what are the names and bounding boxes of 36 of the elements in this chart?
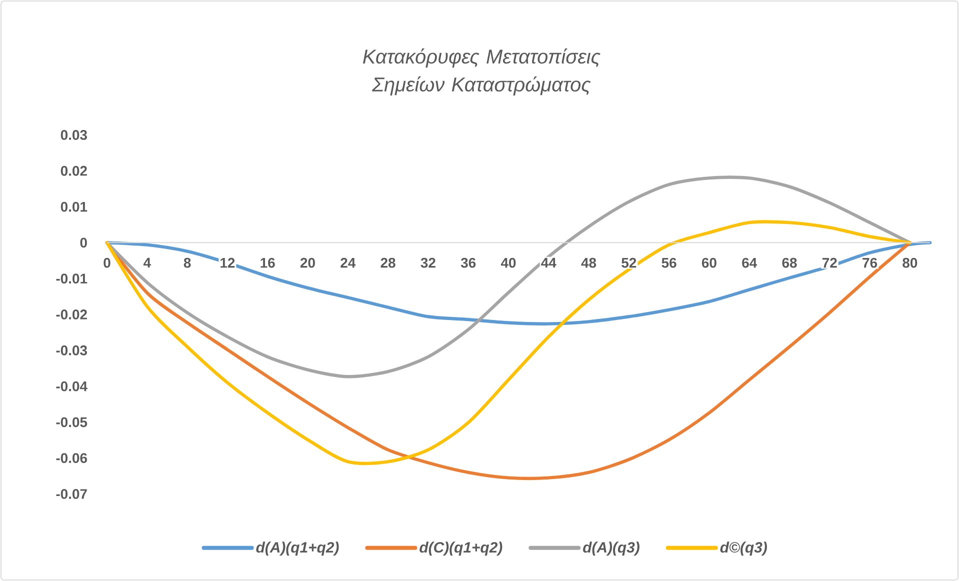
chart-title: Κατακόρυφες Μετατοπίσεις Σημείων Καταστρώματος xyxy=(362,48,600,96)
legend-label: d(A)(q1+q2) xyxy=(256,542,339,556)
line-series xyxy=(105,241,932,326)
x-tick-label: 44 xyxy=(541,258,556,268)
y-tick-label: 0.03 xyxy=(60,130,87,140)
x-tick-label: 80 xyxy=(902,258,918,268)
x-tick-label: 56 xyxy=(662,258,676,268)
y-tick-label: -0.06 xyxy=(56,453,87,464)
x-tick-label: 76 xyxy=(862,258,878,268)
y-tick-label: 0.01 xyxy=(60,202,88,212)
x-tick-label: 0 xyxy=(104,258,110,268)
x-tick-label: 32 xyxy=(420,258,436,268)
x-tick-label: 68 xyxy=(782,258,797,268)
y-tick-label: -0.03 xyxy=(56,345,87,356)
legend-label: d(A)(q3) xyxy=(583,542,640,556)
legend-label: d©(q3) xyxy=(720,542,767,556)
x-tick-label: 28 xyxy=(380,258,396,268)
legend-label: d(C)(q1+q2) xyxy=(420,542,502,556)
x-tick-label: 20 xyxy=(300,258,315,268)
y-tick-label: -0.02 xyxy=(56,310,87,320)
y-tick-label: -0.07 xyxy=(56,489,87,499)
x-tick-label: 16 xyxy=(260,258,275,268)
y-tick-label: -0.05 xyxy=(56,417,88,428)
x-tick-label: 24 xyxy=(340,258,356,268)
x-tick-label: 52 xyxy=(622,258,636,268)
y-tick-label: -0.01 xyxy=(56,274,88,284)
x-tick-label: 48 xyxy=(581,258,596,268)
x-tick-label: 64 xyxy=(742,258,758,268)
x-tick-label: 60 xyxy=(702,258,716,268)
x-tick-label: 36 xyxy=(460,258,476,268)
x-tick-label: 40 xyxy=(500,258,516,268)
y-tick-label: 0.02 xyxy=(60,166,87,176)
x-tick-label: 4 xyxy=(143,258,151,268)
y-tick-label: -0.04 xyxy=(56,381,88,392)
x-tick-label: 8 xyxy=(184,258,191,268)
y-tick-label: 0 xyxy=(80,238,87,248)
